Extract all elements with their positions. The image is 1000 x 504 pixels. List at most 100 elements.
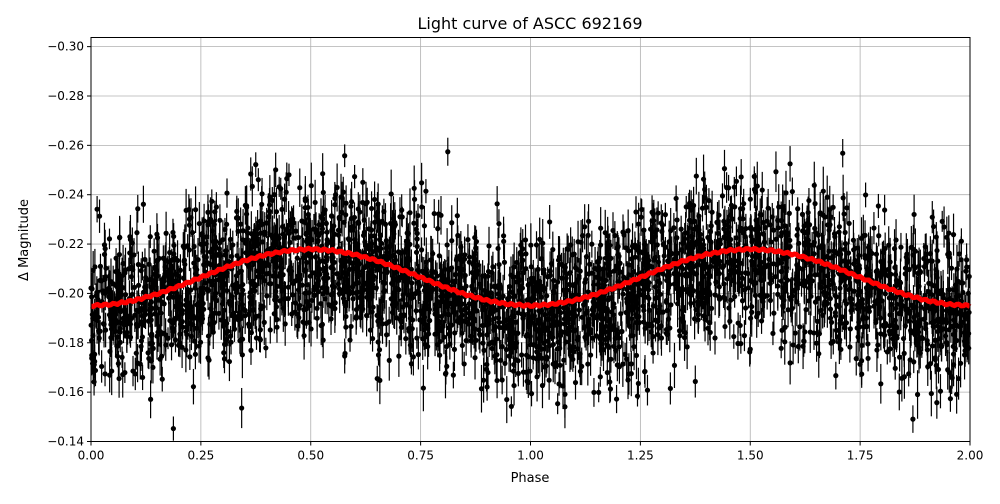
point-marker: [667, 325, 672, 330]
data-point: [555, 393, 560, 414]
point-marker: [766, 206, 771, 211]
point-marker: [833, 373, 838, 378]
data-point: [253, 152, 258, 177]
point-marker: [910, 417, 915, 422]
point-marker: [441, 335, 446, 340]
point-marker: [443, 371, 448, 376]
data-point: [863, 183, 868, 208]
point-marker: [806, 210, 811, 215]
point-marker: [256, 177, 261, 182]
point-marker: [481, 348, 486, 353]
data-point: [748, 334, 753, 364]
point-marker: [191, 384, 196, 389]
point-marker: [837, 224, 842, 229]
point-marker: [709, 223, 714, 228]
data-point: [882, 195, 887, 225]
point-marker: [139, 338, 144, 343]
point-marker: [521, 370, 526, 375]
point-marker: [187, 354, 192, 359]
point-marker: [259, 191, 264, 196]
point-marker: [134, 351, 139, 356]
data-point: [722, 315, 727, 339]
point-marker: [588, 352, 593, 357]
data-point: [642, 355, 647, 388]
point-marker: [933, 355, 938, 360]
point-marker: [722, 166, 727, 171]
point-marker: [190, 230, 195, 235]
point-marker: [582, 280, 587, 285]
point-marker: [734, 235, 739, 240]
point-marker: [184, 208, 189, 213]
point-marker: [915, 392, 920, 397]
point-marker: [324, 221, 329, 226]
data-point: [421, 365, 426, 411]
point-marker: [529, 391, 534, 396]
point-marker: [375, 376, 380, 381]
point-marker: [348, 324, 353, 329]
point-marker: [748, 197, 753, 202]
data-point: [833, 362, 838, 390]
point-marker: [897, 389, 902, 394]
data-point: [191, 369, 196, 404]
point-marker: [103, 327, 108, 332]
point-marker: [892, 246, 897, 251]
point-marker: [263, 345, 268, 350]
point-marker: [790, 189, 795, 194]
point-marker: [496, 262, 501, 267]
data-point: [645, 375, 650, 406]
data-point: [148, 380, 153, 418]
point-marker: [748, 316, 753, 321]
data-point: [107, 229, 112, 250]
data-point: [915, 370, 920, 419]
point-marker: [722, 324, 727, 329]
point-marker: [939, 344, 944, 349]
point-marker: [607, 379, 612, 384]
point-marker: [934, 248, 939, 253]
point-marker: [372, 197, 377, 202]
point-marker: [274, 209, 279, 214]
point-marker: [253, 162, 258, 167]
point-marker: [89, 286, 94, 291]
point-marker: [273, 289, 278, 294]
data-point: [672, 343, 677, 388]
point-marker: [148, 397, 153, 402]
point-marker: [946, 230, 951, 235]
data-point: [694, 158, 699, 195]
point-marker: [152, 249, 157, 254]
point-marker: [694, 173, 699, 178]
point-marker: [358, 315, 363, 320]
point-marker: [273, 167, 278, 172]
point-marker: [98, 264, 103, 269]
point-marker: [863, 192, 868, 197]
point-marker: [645, 388, 650, 393]
point-marker: [502, 361, 507, 366]
point-marker: [264, 293, 269, 298]
point-marker: [407, 210, 412, 215]
point-marker: [934, 234, 939, 239]
point-marker: [959, 239, 964, 244]
point-marker: [787, 161, 792, 166]
data-point: [432, 199, 437, 228]
point-marker: [712, 335, 717, 340]
point-marker: [613, 327, 618, 332]
point-marker: [320, 171, 325, 176]
point-marker: [833, 313, 838, 318]
point-marker: [929, 391, 934, 396]
data-point: [347, 328, 352, 351]
point-marker: [649, 264, 654, 269]
data-point: [790, 178, 795, 206]
point-marker: [494, 378, 499, 383]
data-point: [712, 321, 717, 354]
point-marker: [519, 352, 524, 357]
point-marker: [801, 339, 806, 344]
data-point: [912, 195, 917, 235]
data-point: [435, 214, 440, 244]
data-point: [268, 316, 273, 343]
point-marker: [396, 354, 401, 359]
point-marker: [748, 347, 753, 352]
point-marker: [495, 201, 500, 206]
point-marker: [95, 207, 100, 212]
data-point: [375, 366, 380, 392]
point-marker: [244, 211, 249, 216]
